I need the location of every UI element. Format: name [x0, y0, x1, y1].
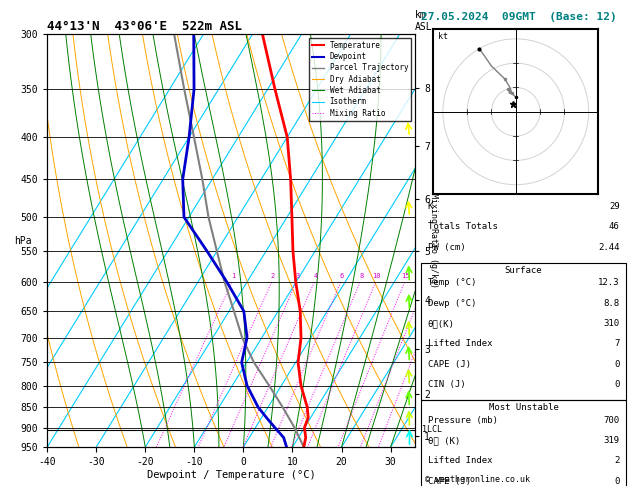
X-axis label: Dewpoint / Temperature (°C): Dewpoint / Temperature (°C): [147, 469, 316, 480]
Text: 7: 7: [615, 339, 620, 348]
Text: 46: 46: [609, 223, 620, 231]
Text: θᴄ (K): θᴄ (K): [428, 436, 460, 445]
Text: kt: kt: [438, 32, 448, 41]
Text: Lifted Index: Lifted Index: [428, 456, 492, 465]
Text: 10: 10: [372, 274, 381, 279]
Y-axis label: Mixing Ratio (g/kg): Mixing Ratio (g/kg): [430, 193, 438, 288]
Text: 2: 2: [270, 274, 275, 279]
Bar: [421, 263, 626, 400]
Text: K: K: [428, 202, 433, 211]
Text: Pressure (mb): Pressure (mb): [428, 416, 498, 425]
Text: CAPE (J): CAPE (J): [428, 360, 470, 369]
Legend: Temperature, Dewpoint, Parcel Trajectory, Dry Adiabat, Wet Adiabat, Isotherm, Mi: Temperature, Dewpoint, Parcel Trajectory…: [309, 38, 411, 121]
Text: PW (cm): PW (cm): [428, 243, 465, 252]
Text: © weatheronline.co.uk: © weatheronline.co.uk: [425, 474, 530, 484]
Text: 700: 700: [604, 416, 620, 425]
Bar: [421, 400, 626, 486]
Text: θᴄ(K): θᴄ(K): [428, 319, 454, 328]
Text: Surface: Surface: [505, 266, 542, 275]
Text: Totals Totals: Totals Totals: [428, 223, 498, 231]
Text: Lifted Index: Lifted Index: [428, 339, 492, 348]
Text: 8.8: 8.8: [604, 299, 620, 308]
Text: 319: 319: [604, 436, 620, 445]
Text: Dewp (°C): Dewp (°C): [428, 299, 476, 308]
Text: 12.3: 12.3: [598, 278, 620, 287]
Text: 0: 0: [615, 380, 620, 389]
Text: CIN (J): CIN (J): [428, 380, 465, 389]
Text: 0: 0: [615, 360, 620, 369]
Text: 2.44: 2.44: [598, 243, 620, 252]
Text: 8: 8: [359, 274, 364, 279]
Text: 0: 0: [615, 477, 620, 486]
Text: 15: 15: [401, 274, 410, 279]
Text: 29: 29: [609, 202, 620, 211]
Text: 4: 4: [313, 274, 318, 279]
Text: 3: 3: [295, 274, 299, 279]
Text: Most Unstable: Most Unstable: [489, 403, 559, 412]
Text: 2: 2: [615, 456, 620, 465]
Text: 1LCL: 1LCL: [423, 425, 442, 434]
Text: 44°13'N  43°06'E  522m ASL: 44°13'N 43°06'E 522m ASL: [47, 20, 242, 33]
Text: km
ASL: km ASL: [415, 10, 433, 32]
Text: 310: 310: [604, 319, 620, 328]
Text: 6: 6: [340, 274, 344, 279]
Text: Temp (°C): Temp (°C): [428, 278, 476, 287]
Text: CAPE (J): CAPE (J): [428, 477, 470, 486]
Text: 27.05.2024  09GMT  (Base: 12): 27.05.2024 09GMT (Base: 12): [421, 12, 617, 22]
Text: hPa: hPa: [14, 236, 32, 245]
Text: 1: 1: [231, 274, 235, 279]
